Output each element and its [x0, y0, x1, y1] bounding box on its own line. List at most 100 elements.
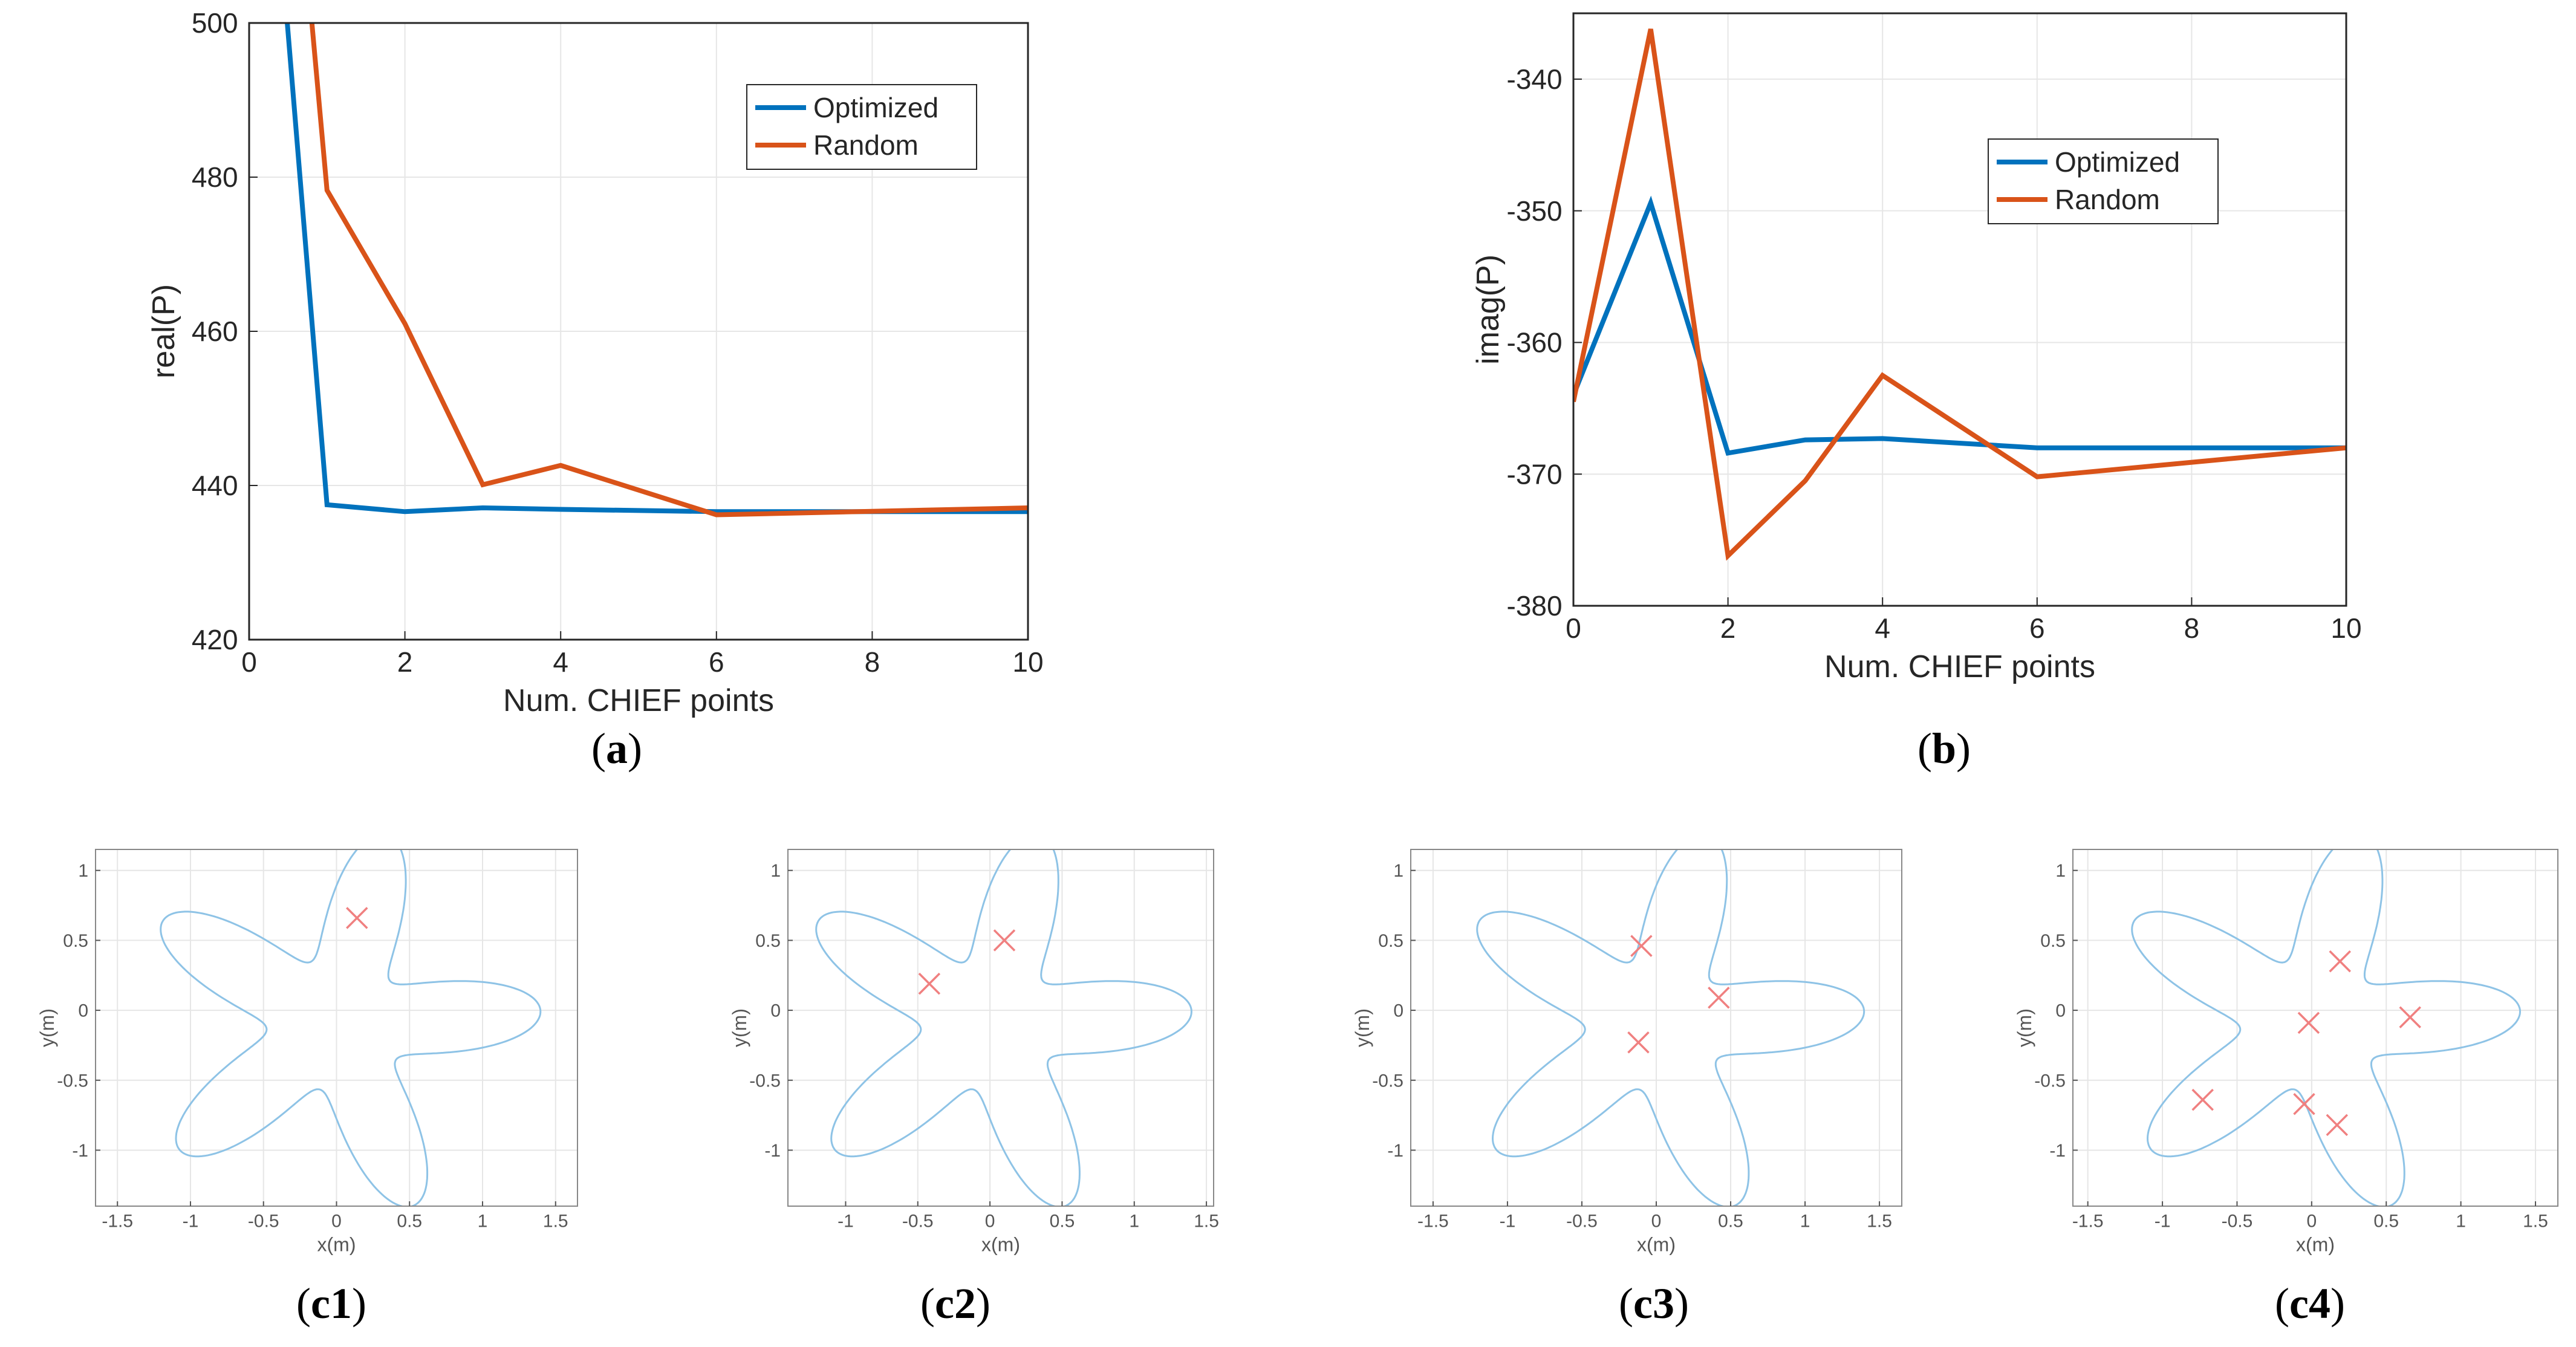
boundary-curve — [815, 849, 1192, 1206]
chief-point-marker — [2191, 1088, 2214, 1111]
caption-paren-close: ) — [352, 1279, 366, 1328]
legend: Optimized Random — [1988, 138, 2219, 224]
x-axis-label: x(m) — [1637, 1234, 1676, 1256]
x-tick-label: 2 — [1720, 612, 1736, 644]
chart-c1: -1.5 -1 -0.5 0 0.5 1 1.5 -1 -0.5 0 0.5 1 x(m) y(m) (c1… — [36, 849, 578, 1328]
x-tick-label: 10 — [1012, 646, 1043, 678]
x-tick-label: 1 — [1129, 1212, 1139, 1232]
x-tick-label: -0.5 — [2222, 1212, 2253, 1232]
caption-letter: a — [606, 724, 628, 773]
chief-point-marker — [346, 907, 368, 929]
x-tick-label: 1.5 — [2523, 1212, 2548, 1232]
x-axis-label: x(m) — [2296, 1234, 2335, 1256]
plot-content — [1573, 28, 2346, 561]
caption-paren-open: ( — [1917, 724, 1932, 773]
y-tick-label: 1 — [1393, 861, 1403, 881]
x-tick-label: 1.5 — [1194, 1212, 1219, 1232]
caption-paren-close: ) — [2330, 1279, 2345, 1328]
panel-caption: (c1) — [296, 1279, 366, 1328]
y-axis-label: y(m) — [1351, 1008, 1373, 1047]
chart-c2: -1 -0.5 0 0.5 1 1.5 -1 -0.5 0 0.5 1 x(m) y(m) (c2) — [729, 849, 1219, 1328]
x-tick-label: -1.5 — [102, 1212, 133, 1232]
x-tick-label: 1.5 — [543, 1212, 568, 1232]
caption-paren-close: ) — [1956, 724, 1971, 773]
x-tick-label: -1.5 — [1417, 1212, 1449, 1232]
legend-label-random: Random — [813, 129, 919, 161]
x-tick-label: -1.5 — [2072, 1212, 2104, 1232]
legend-label-optimized: Optimized — [813, 92, 938, 123]
panel-caption: (a) — [591, 724, 642, 773]
plot-area — [2073, 849, 2558, 1206]
y-axis-label: real(P) — [146, 284, 181, 378]
chief-point-cross-b — [1630, 935, 1653, 957]
y-tick-label: -1 — [2049, 1141, 2066, 1161]
boundary-curve — [1476, 849, 1865, 1206]
y-tick-label: 0 — [2055, 1001, 2066, 1021]
y-tick-label: 500 — [192, 7, 238, 39]
caption-paren-close: ) — [1674, 1279, 1689, 1328]
chief-point-marker — [2329, 950, 2351, 973]
plot-content — [160, 849, 542, 1206]
y-axis-label: imag(P) — [1471, 255, 1506, 365]
y-tick-label: -370 — [1507, 458, 1563, 490]
y-axis-label: y(m) — [729, 1008, 750, 1047]
x-tick-label: 0 — [1651, 1212, 1662, 1232]
x-tick-label: 0 — [241, 646, 257, 678]
series-line-optimized — [1573, 195, 2346, 456]
plot-content — [815, 849, 1192, 1206]
plot-area — [1573, 13, 2346, 606]
panel-caption: (c3) — [1619, 1279, 1689, 1328]
y-tick-label: 1 — [2055, 861, 2066, 881]
caption-letter: b — [1932, 724, 1956, 773]
caption-paren-close: ) — [628, 724, 642, 773]
y-tick-label: -380 — [1507, 590, 1563, 622]
x-tick-label: -0.5 — [248, 1212, 279, 1232]
chief-point-cross-b — [2191, 1088, 2214, 1111]
caption-paren-open: ( — [296, 1279, 311, 1328]
chief-point-cross-b — [346, 907, 368, 929]
caption-letter: c3 — [1633, 1279, 1674, 1328]
y-tick-label: 0 — [1393, 1001, 1403, 1021]
y-tick-label: 440 — [192, 470, 238, 501]
chief-point-cross-b — [2329, 950, 2351, 973]
legend-box — [746, 84, 977, 170]
x-tick-label: 0 — [1566, 612, 1581, 644]
y-tick-label: 0.5 — [1378, 931, 1403, 951]
chief-point-marker — [2399, 1006, 2421, 1028]
y-tick-label: -0.5 — [2034, 1071, 2066, 1091]
x-tick-label: 8 — [2184, 612, 2200, 644]
x-tick-label: -1 — [2155, 1212, 2171, 1232]
chief-point-cross-b — [2399, 1006, 2421, 1028]
y-tick-label: 0.5 — [755, 931, 781, 951]
plot-content — [285, 23, 1028, 518]
chief-point-cross-b — [1627, 1031, 1650, 1054]
caption-letter: c1 — [311, 1279, 352, 1328]
chief-point-marker — [1630, 935, 1653, 957]
legend-label-optimized: Optimized — [2055, 146, 2180, 178]
x-tick-label: 10 — [2330, 612, 2361, 644]
legend-box — [1988, 138, 2219, 224]
axes-box — [787, 849, 1214, 1207]
x-tick-label: -1 — [838, 1212, 854, 1232]
x-axis-label: Num. CHIEF points — [503, 683, 774, 718]
panel-caption: (b) — [1917, 724, 1971, 773]
chart-b: 0 2 4 6 8 10 -380 -370 -360 -350 -340 Num. CHIEF po… — [1471, 12, 2362, 773]
y-tick-label: -340 — [1507, 63, 1563, 95]
chief-point-cross-b — [993, 929, 1016, 952]
boundary-curve — [2131, 849, 2522, 1206]
x-tick-label: 1.5 — [1867, 1212, 1892, 1232]
x-tick-label: 0.5 — [397, 1212, 422, 1232]
y-tick-label: 1 — [770, 861, 781, 881]
chief-point-marker — [918, 972, 941, 995]
y-tick-label: 0 — [770, 1001, 781, 1021]
chief-point-marker — [2297, 1011, 2320, 1034]
plot-area — [788, 849, 1214, 1206]
y-tick-label: 1 — [78, 861, 88, 881]
x-tick-label: 2 — [397, 646, 413, 678]
y-tick-label: -1 — [72, 1141, 88, 1161]
caption-paren-open: ( — [591, 724, 606, 773]
x-tick-label: 0 — [331, 1212, 342, 1232]
x-tick-label: 0 — [2306, 1212, 2317, 1232]
chief-point-marker — [2326, 1114, 2349, 1137]
y-tick-label: 460 — [192, 316, 238, 347]
